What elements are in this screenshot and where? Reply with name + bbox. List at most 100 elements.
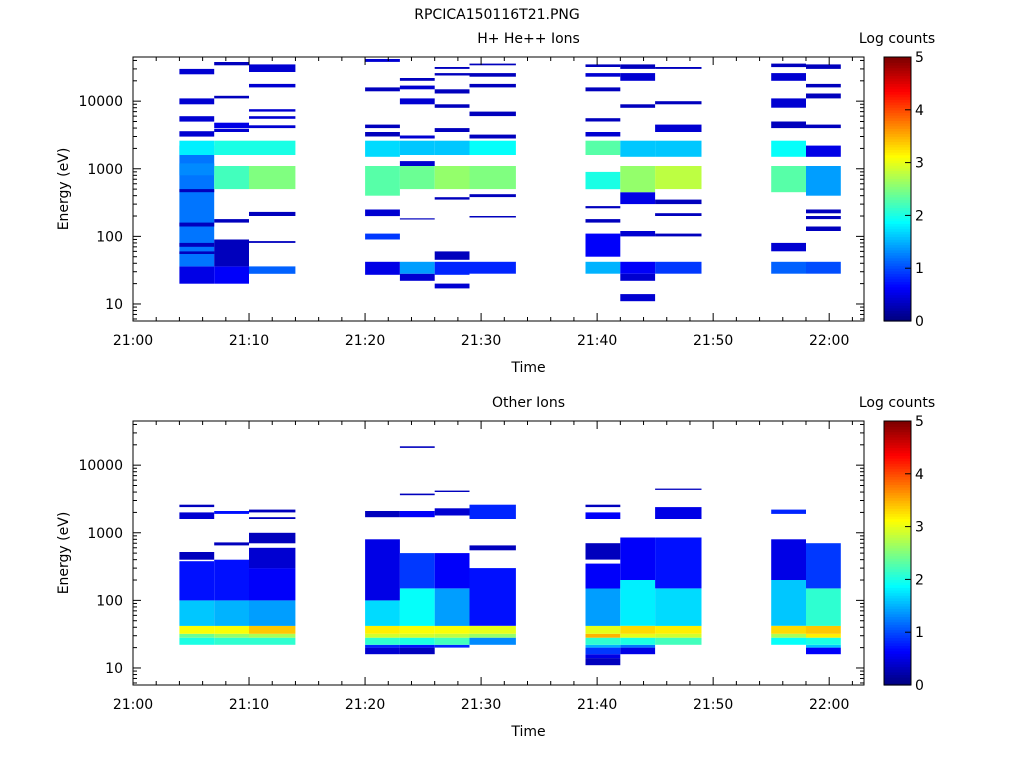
spectrogram-cell [585, 171, 621, 190]
colorbar-step [884, 500, 911, 504]
spectrogram-cell [214, 251, 249, 254]
colorbar-step [884, 658, 911, 662]
spectrogram-cell [806, 64, 841, 69]
spectrogram-cell [434, 644, 470, 648]
colorbar-step [884, 88, 911, 92]
colorbar-step [884, 613, 911, 617]
colorbar-tick-label: 4 [915, 103, 924, 119]
spectrogram-cell [179, 140, 215, 155]
colorbar-step [884, 181, 911, 185]
spectrogram-cell [434, 104, 470, 108]
spectrogram-cell [365, 124, 400, 129]
colorbar-step [884, 204, 911, 209]
colorbar-step [884, 101, 911, 106]
colorbar-step [884, 611, 911, 615]
spectrogram-cell [399, 637, 435, 645]
colorbar-step [884, 173, 911, 177]
colorbar-step [884, 83, 911, 87]
colorbar-step [884, 138, 911, 143]
colorbar-step [884, 64, 911, 69]
spectrogram-cell [620, 140, 656, 157]
colorbar-step [884, 534, 911, 538]
colorbar-step [884, 563, 911, 567]
colorbar-step [884, 436, 911, 441]
spectrogram-cell [214, 542, 249, 546]
colorbar-step [884, 481, 911, 485]
colorbar-tick-label: 2 [915, 208, 924, 224]
spectrogram-cell [249, 517, 296, 519]
colorbar-step [884, 223, 911, 227]
colorbar-step [884, 278, 911, 282]
spectrogram-cell [806, 543, 841, 589]
colorbar-step [884, 236, 911, 240]
spectrogram-cell [365, 600, 400, 626]
x-tick-label: 21:30 [461, 697, 501, 713]
spectrogram-cell [469, 633, 516, 638]
spectrogram-cell [469, 637, 516, 645]
colorbar-step [884, 191, 911, 195]
colorbar-step [884, 605, 911, 610]
colorbar-step [884, 67, 911, 71]
spectrogram-cell [179, 633, 215, 638]
spectrogram-cell [365, 166, 400, 196]
spectrogram-cell [179, 68, 215, 75]
spectrogram-cell [399, 588, 435, 626]
colorbar-step [884, 228, 911, 232]
spectrogram-cell [399, 85, 435, 90]
spectrogram-cell [249, 116, 296, 119]
colorbar-step [884, 468, 911, 472]
colorbar-step [884, 526, 911, 530]
spectrogram-cell [249, 64, 296, 72]
spectrogram-cell [365, 209, 400, 217]
colorbar-step [884, 273, 911, 277]
spectrogram-cells [179, 446, 841, 666]
panel-title: H+ He++ Ions [477, 31, 580, 47]
x-tick-label: 21:00 [113, 697, 153, 713]
colorbar-step [884, 589, 911, 594]
spectrogram-cell [399, 493, 435, 496]
spectrogram-cell [249, 211, 296, 216]
colorbar-step [884, 558, 911, 562]
colorbar-tick-label: 4 [915, 467, 924, 483]
colorbar-step [884, 608, 911, 612]
spectrogram-cell [179, 637, 215, 645]
spectrogram-cell [620, 73, 656, 81]
colorbar-step [884, 162, 911, 166]
colorbar-step [884, 568, 911, 573]
spectrogram-cell [585, 64, 621, 67]
colorbar-step [884, 571, 911, 575]
spectrogram-cell [434, 633, 470, 638]
spectrogram-cell [399, 511, 435, 518]
spectrogram-cell [365, 140, 400, 157]
spectrogram-cell [469, 568, 516, 626]
spectrogram-cell [365, 511, 400, 518]
colorbar-step [884, 679, 911, 683]
colorbar-step [884, 455, 911, 459]
spectrogram-cell [655, 67, 702, 69]
colorbar-step [884, 555, 911, 559]
spectrogram-cell [434, 128, 470, 132]
colorbar-step [884, 592, 911, 596]
spectrogram-cell [399, 135, 435, 139]
colorbar-step [884, 149, 911, 153]
colorbar-step [884, 302, 911, 306]
colorbar-step [884, 199, 911, 203]
spectrogram-cell [585, 543, 621, 560]
spectrogram-cell [620, 64, 656, 69]
colorbar-step [884, 634, 911, 639]
colorbar-step [884, 183, 911, 187]
colorbar-frame [883, 420, 912, 686]
spectrogram-cell [620, 294, 656, 302]
spectrogram-cell [655, 507, 702, 519]
spectrogram-cell [585, 73, 621, 77]
colorbar-step [884, 426, 911, 430]
colorbar-step [884, 257, 911, 261]
spectrogram-cell [469, 63, 516, 66]
y-tick-label: 10000 [78, 94, 123, 110]
colorbar-step [884, 152, 911, 156]
colorbar-step [884, 502, 911, 507]
colorbar-step [884, 473, 911, 478]
spectrogram-cell [655, 140, 702, 157]
colorbar-step [884, 241, 911, 246]
spectrogram-cell [399, 98, 435, 105]
